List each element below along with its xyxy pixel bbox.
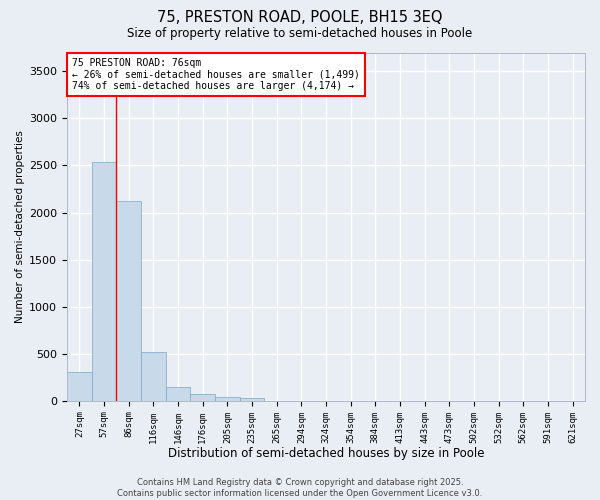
Bar	[141, 352, 166, 401]
Text: Contains HM Land Registry data © Crown copyright and database right 2025.
Contai: Contains HM Land Registry data © Crown c…	[118, 478, 482, 498]
Bar	[92, 162, 116, 401]
Bar	[239, 398, 265, 401]
X-axis label: Distribution of semi-detached houses by size in Poole: Distribution of semi-detached houses by …	[168, 447, 484, 460]
Y-axis label: Number of semi-detached properties: Number of semi-detached properties	[15, 130, 25, 323]
Text: Size of property relative to semi-detached houses in Poole: Size of property relative to semi-detach…	[127, 28, 473, 40]
Bar	[190, 394, 215, 401]
Bar	[116, 202, 141, 401]
Bar	[215, 397, 239, 401]
Bar	[166, 386, 190, 401]
Text: 75, PRESTON ROAD, POOLE, BH15 3EQ: 75, PRESTON ROAD, POOLE, BH15 3EQ	[157, 10, 443, 25]
Text: 75 PRESTON ROAD: 76sqm
← 26% of semi-detached houses are smaller (1,499)
74% of : 75 PRESTON ROAD: 76sqm ← 26% of semi-det…	[72, 58, 360, 91]
Bar	[67, 372, 92, 401]
